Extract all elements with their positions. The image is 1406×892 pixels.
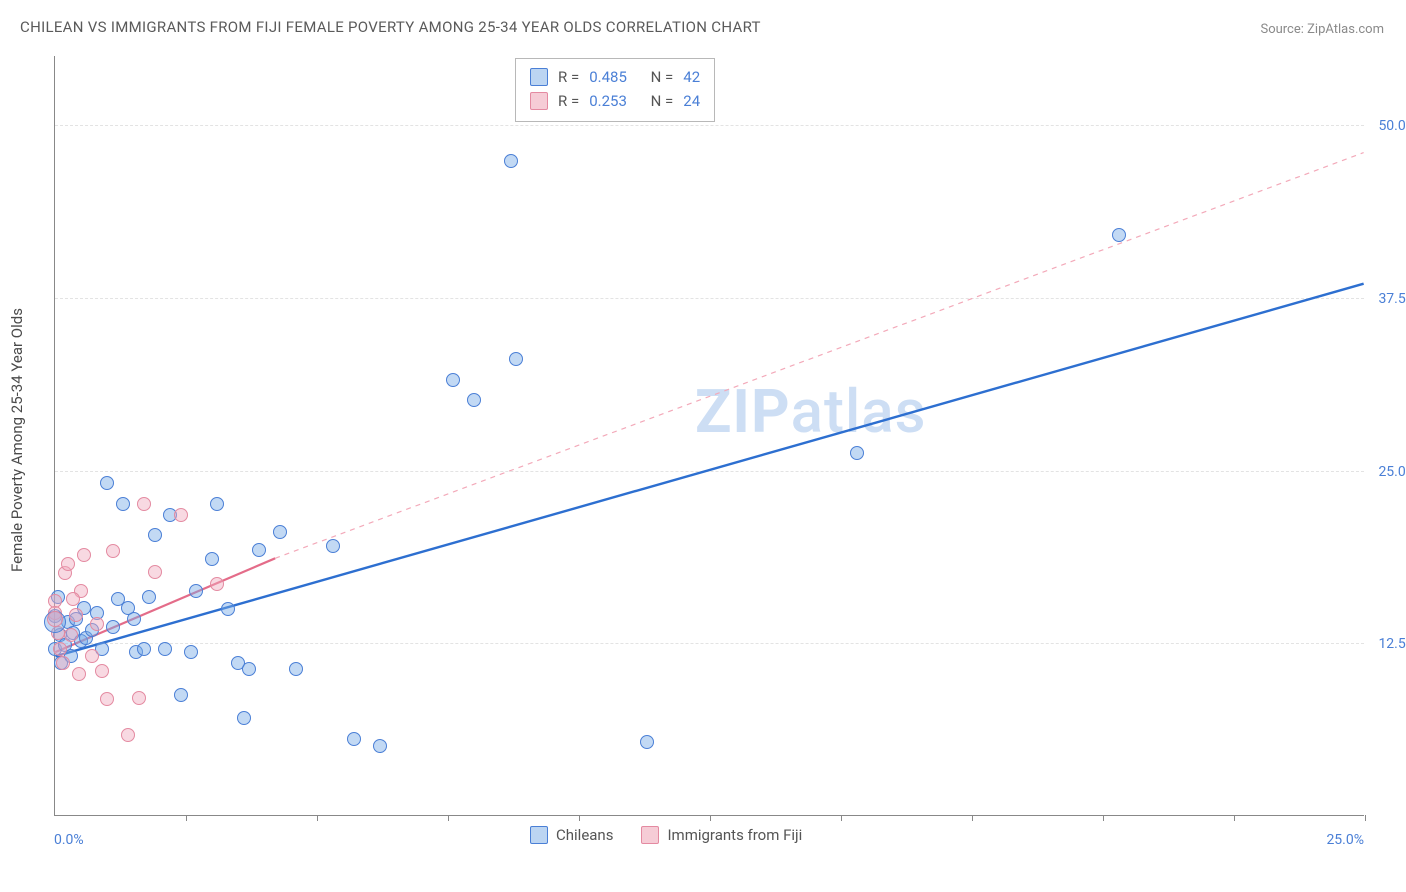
data-point bbox=[273, 525, 287, 539]
r-label: R = bbox=[558, 89, 579, 113]
data-point bbox=[252, 543, 266, 557]
x-origin-label: 0.0% bbox=[54, 832, 84, 848]
data-point bbox=[467, 393, 481, 407]
data-point bbox=[90, 617, 104, 631]
data-point bbox=[326, 539, 340, 553]
x-tick bbox=[841, 815, 842, 821]
data-point bbox=[137, 497, 151, 511]
r-value-chileans: 0.485 bbox=[589, 65, 627, 89]
n-label: N = bbox=[651, 89, 674, 113]
data-point bbox=[189, 584, 203, 598]
data-point bbox=[640, 735, 654, 749]
data-point bbox=[64, 628, 78, 642]
data-point bbox=[184, 645, 198, 659]
correlation-stats-box: R = 0.485 N = 42 R = 0.253 N = 24 bbox=[515, 58, 715, 122]
n-value-chileans: 42 bbox=[683, 65, 700, 89]
y-tick-label: 50.0% bbox=[1378, 118, 1406, 134]
data-point bbox=[61, 557, 75, 571]
data-point bbox=[1112, 228, 1126, 242]
chart-title: CHILEAN VS IMMIGRANTS FROM FIJI FEMALE P… bbox=[20, 18, 761, 36]
y-tick-label: 37.5% bbox=[1378, 291, 1406, 307]
data-point bbox=[158, 642, 172, 656]
y-tick-label: 12.5% bbox=[1378, 636, 1406, 652]
data-point bbox=[47, 611, 63, 627]
data-point bbox=[221, 602, 235, 616]
series-legend: Chileans Immigrants from Fiji bbox=[530, 826, 802, 844]
trend-lines bbox=[55, 56, 1364, 815]
y-axis-title: Female Poverty Among 25-34 Year Olds bbox=[8, 308, 26, 572]
data-point bbox=[205, 552, 219, 566]
data-point bbox=[132, 691, 146, 705]
chart-plot-area: 12.5%25.0%37.5%50.0% ZIPatlas R = 0.485 … bbox=[54, 56, 1364, 816]
swatch-pink-icon bbox=[641, 826, 659, 844]
x-tick bbox=[1234, 815, 1235, 821]
swatch-blue-icon bbox=[530, 68, 548, 86]
data-point bbox=[72, 667, 86, 681]
data-point bbox=[509, 352, 523, 366]
stats-row-chileans: R = 0.485 N = 42 bbox=[530, 65, 700, 89]
data-point bbox=[850, 446, 864, 460]
data-point bbox=[100, 692, 114, 706]
data-point bbox=[56, 656, 70, 670]
data-point bbox=[121, 728, 135, 742]
data-point bbox=[446, 373, 460, 387]
legend-item-fiji: Immigrants from Fiji bbox=[641, 826, 802, 844]
y-tick-label: 25.0% bbox=[1378, 464, 1406, 480]
data-point bbox=[85, 649, 99, 663]
data-point bbox=[347, 732, 361, 746]
data-point bbox=[373, 739, 387, 753]
data-point bbox=[53, 642, 67, 656]
data-point bbox=[142, 590, 156, 604]
x-tick bbox=[1103, 815, 1104, 821]
data-point bbox=[148, 528, 162, 542]
swatch-blue-icon bbox=[530, 826, 548, 844]
data-point bbox=[95, 664, 109, 678]
x-tick bbox=[186, 815, 187, 821]
data-point bbox=[237, 711, 251, 725]
data-point bbox=[289, 662, 303, 676]
data-point bbox=[242, 662, 256, 676]
n-label: N = bbox=[651, 65, 674, 89]
x-tick bbox=[579, 815, 580, 821]
legend-label-chileans: Chileans bbox=[556, 826, 613, 844]
data-point bbox=[66, 592, 80, 606]
stats-row-fiji: R = 0.253 N = 24 bbox=[530, 89, 700, 113]
x-max-label: 25.0% bbox=[1326, 832, 1364, 848]
legend-item-chileans: Chileans bbox=[530, 826, 613, 844]
x-tick bbox=[1365, 815, 1366, 821]
data-point bbox=[174, 508, 188, 522]
x-tick bbox=[972, 815, 973, 821]
data-point bbox=[137, 642, 151, 656]
data-point bbox=[106, 544, 120, 558]
data-point bbox=[210, 497, 224, 511]
r-value-fiji: 0.253 bbox=[589, 89, 627, 113]
x-tick bbox=[710, 815, 711, 821]
legend-label-fiji: Immigrants from Fiji bbox=[667, 826, 802, 844]
data-point bbox=[69, 608, 83, 622]
data-point bbox=[148, 565, 162, 579]
swatch-pink-icon bbox=[530, 92, 548, 110]
data-point bbox=[106, 620, 120, 634]
x-tick bbox=[317, 815, 318, 821]
data-point bbox=[504, 154, 518, 168]
data-point bbox=[127, 612, 141, 626]
x-tick bbox=[448, 815, 449, 821]
data-point bbox=[77, 548, 91, 562]
data-point bbox=[210, 577, 224, 591]
data-point bbox=[174, 688, 188, 702]
n-value-fiji: 24 bbox=[683, 89, 700, 113]
data-point bbox=[100, 476, 114, 490]
data-point bbox=[116, 497, 130, 511]
r-label: R = bbox=[558, 65, 579, 89]
source-attribution: Source: ZipAtlas.com bbox=[1260, 22, 1384, 37]
